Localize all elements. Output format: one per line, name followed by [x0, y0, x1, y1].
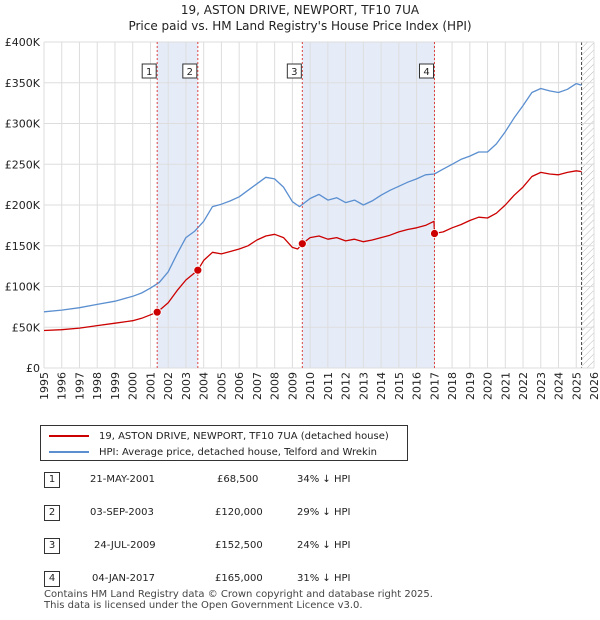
- y-tick-label: £50K: [12, 321, 41, 334]
- x-tick-label: 2009: [286, 372, 299, 400]
- legend-label-hpi: HPI: Average price, detached house, Telf…: [99, 446, 377, 458]
- sale-date: 24-JUL-2009: [94, 540, 156, 551]
- x-tick-label: 1995: [38, 372, 51, 400]
- y-tick-label: £350K: [5, 77, 41, 90]
- sale-label-box-2: [182, 63, 198, 79]
- x-tick-label: 1997: [73, 372, 86, 400]
- y-tick-label: £200K: [5, 199, 41, 212]
- x-tick-label: 2021: [499, 372, 512, 400]
- sale-price: £152,500: [215, 540, 263, 551]
- x-tick-label: 2000: [127, 372, 140, 400]
- legend: 19, ASTON DRIVE, NEWPORT, TF10 7UA (deta…: [40, 425, 408, 461]
- x-tick-label: 2024: [553, 372, 566, 400]
- sale-row-4: 4 04-JAN-2017 £165,000 31% ↓ HPI: [40, 571, 440, 589]
- x-tick-label: 2003: [180, 372, 193, 400]
- legend-line-property: [49, 435, 89, 437]
- sale-row-2: 2 03-SEP-2003 £120,000 29% ↓ HPI: [40, 505, 440, 523]
- sale-point-3: [297, 239, 307, 249]
- sale-number-badge: 3: [44, 538, 60, 554]
- y-tick-label: £100K: [5, 281, 41, 294]
- x-tick-label: 2013: [357, 372, 370, 400]
- x-tick-label: 1999: [109, 372, 122, 400]
- footer: Contains HM Land Registry data © Crown c…: [44, 589, 433, 611]
- chart-title: 19, ASTON DRIVE, NEWPORT, TF10 7UA: [181, 3, 420, 17]
- sale-price: £68,500: [217, 474, 259, 485]
- sale-hpi-diff: 24% ↓ HPI: [297, 540, 351, 551]
- sale-price: £165,000: [215, 573, 263, 584]
- sale-date: 04-JAN-2017: [92, 573, 156, 584]
- legend-item-hpi: HPI: Average price, detached house, Telf…: [49, 444, 377, 460]
- sale-date: 21-MAY-2001: [90, 474, 156, 485]
- x-tick-label: 2011: [322, 372, 335, 400]
- sale-date: 03-SEP-2003: [90, 507, 154, 518]
- y-tick-label: £150K: [5, 240, 41, 253]
- sale-label-1: 1: [146, 67, 152, 78]
- sale-label-box-1: [141, 63, 157, 79]
- y-tick-label: £0: [26, 362, 40, 375]
- footer-copyright: Contains HM Land Registry data © Crown c…: [44, 589, 433, 600]
- x-tick-label: 2004: [198, 372, 211, 400]
- x-tick-label: 2016: [411, 372, 424, 400]
- sale-hpi-diff: 34% ↓ HPI: [297, 474, 351, 485]
- y-tick-label: £300K: [5, 118, 41, 131]
- sale-label-4: 4: [423, 67, 429, 78]
- sale-label-box-3: [286, 63, 302, 79]
- sale-number-badge: 2: [44, 505, 60, 521]
- legend-label-property: 19, ASTON DRIVE, NEWPORT, TF10 7UA (deta…: [99, 430, 389, 442]
- sale-number-badge: 1: [44, 472, 60, 488]
- x-tick-label: 2019: [464, 372, 477, 400]
- x-tick-label: 2025: [570, 372, 583, 400]
- legend-item-property: 19, ASTON DRIVE, NEWPORT, TF10 7UA (deta…: [49, 428, 389, 444]
- sale-hpi-diff: 29% ↓ HPI: [297, 507, 351, 518]
- x-tick-label: 2002: [162, 372, 175, 400]
- x-tick-label: 1996: [56, 372, 69, 400]
- x-tick-label: 2018: [446, 372, 459, 400]
- y-tick-label: £250K: [5, 158, 41, 171]
- x-tick-label: 2022: [517, 372, 530, 400]
- x-tick-label: 2017: [428, 372, 441, 400]
- sale-hpi-diff: 31% ↓ HPI: [297, 573, 351, 584]
- property-price-line: [43, 170, 582, 332]
- x-tick-label: 2020: [482, 372, 495, 400]
- sale-row-3: 3 24-JUL-2009 £152,500 24% ↓ HPI: [40, 538, 440, 556]
- x-tick-label: 2014: [375, 372, 388, 400]
- x-tick-label: 2023: [535, 372, 548, 400]
- x-tick-label: 2010: [304, 372, 317, 400]
- sale-point-1: [152, 307, 162, 317]
- x-tick-label: 2012: [340, 372, 353, 400]
- sale-row-1: 1 21-MAY-2001 £68,500 34% ↓ HPI: [40, 472, 440, 490]
- x-tick-label: 2001: [144, 372, 157, 400]
- x-tick-label: 2006: [233, 372, 246, 400]
- sale-label-3: 3: [291, 67, 297, 78]
- sale-number-badge: 4: [44, 571, 60, 587]
- hpi-line: [43, 82, 582, 313]
- sale-price: £120,000: [215, 507, 263, 518]
- legend-line-hpi: [49, 451, 89, 453]
- footer-licence: This data is licensed under the Open Gov…: [44, 600, 363, 611]
- sale-label-box-4: [419, 63, 434, 79]
- y-tick-label: £400K: [5, 36, 41, 49]
- x-tick-label: 2026: [588, 372, 600, 400]
- x-tick-label: 2008: [269, 372, 282, 400]
- x-tick-label: 2005: [215, 372, 228, 400]
- x-tick-label: 2015: [393, 372, 406, 400]
- price-chart: 19, ASTON DRIVE, NEWPORT, TF10 7UA Price…: [5, 3, 600, 400]
- sale-label-2: 2: [187, 67, 193, 78]
- x-tick-label: 2007: [251, 372, 264, 400]
- sale-point-4: [430, 229, 439, 238]
- chart-subtitle: Price paid vs. HM Land Registry's House …: [128, 19, 471, 33]
- sale-point-2: [193, 265, 203, 275]
- x-tick-label: 1998: [91, 372, 104, 400]
